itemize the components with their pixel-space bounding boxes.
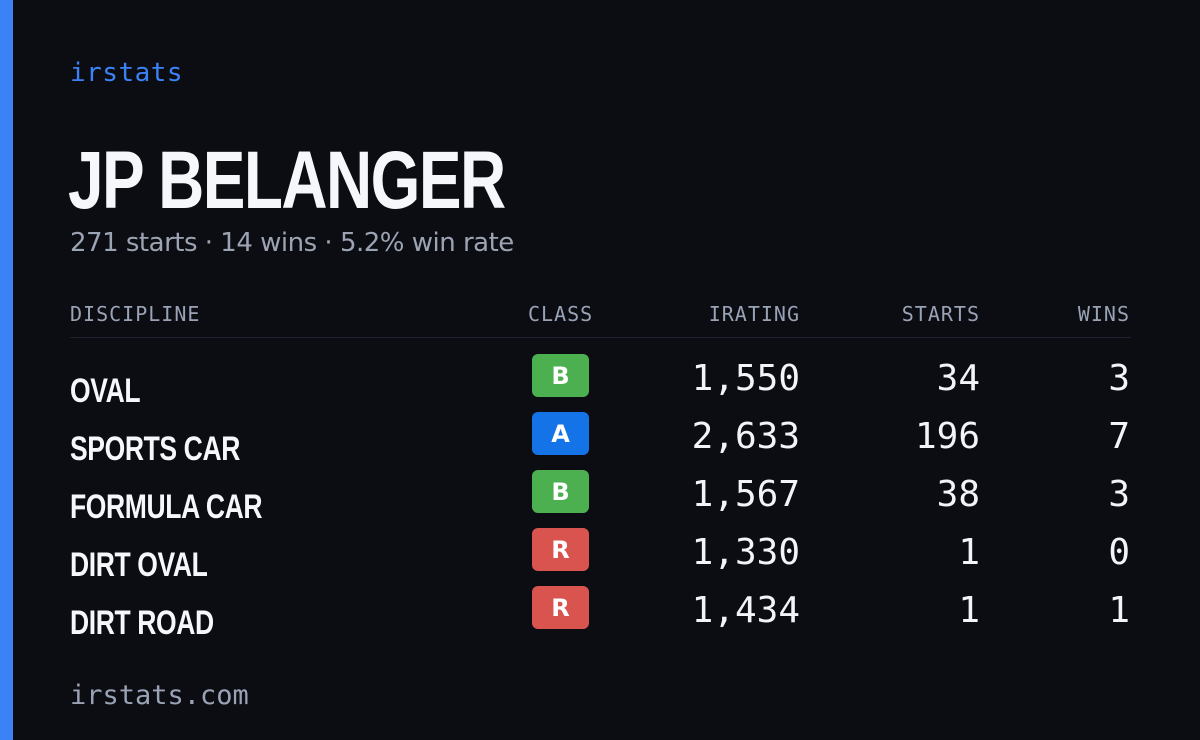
- table-row: DIRT OVAL R 1,330 1 0: [70, 528, 1131, 586]
- discipline-name: DIRT ROAD: [70, 604, 214, 642]
- driver-summary: 271 starts · 14 wins · 5.2% win rate: [70, 228, 514, 258]
- starts-value: 196: [914, 416, 980, 457]
- irating-value: 1,434: [691, 590, 800, 631]
- table-body: OVAL B 1,550 34 3 SPORTS CAR A 2,633 196…: [70, 354, 1131, 644]
- irating-value: 1,550: [691, 358, 800, 399]
- license-class-badge: R: [532, 586, 589, 629]
- header-class: CLASS: [528, 302, 594, 326]
- wins-value: 3: [1108, 358, 1130, 399]
- table-row: SPORTS CAR A 2,633 196 7: [70, 412, 1131, 470]
- driver-name: JP BELANGER: [68, 135, 506, 226]
- discipline-stats-table: DISCIPLINE CLASS IRATING STARTS WINS OVA…: [70, 296, 1131, 644]
- license-class-badge: R: [532, 528, 589, 571]
- starts-value: 1: [958, 532, 980, 573]
- brand-logo-text: irstats: [70, 58, 184, 88]
- header-wins: WINS: [1077, 302, 1130, 326]
- license-class-badge: B: [532, 354, 589, 397]
- starts-value: 38: [936, 474, 980, 515]
- table-row: OVAL B 1,550 34 3: [70, 354, 1131, 412]
- discipline-name: FORMULA CAR: [70, 488, 263, 526]
- wins-value: 7: [1108, 416, 1130, 457]
- irating-value: 2,633: [691, 416, 800, 457]
- header-irating: IRATING: [708, 302, 800, 326]
- irating-value: 1,330: [691, 532, 800, 573]
- discipline-name: OVAL: [70, 372, 141, 410]
- wins-value: 3: [1108, 474, 1130, 515]
- wins-value: 1: [1108, 590, 1130, 631]
- license-class-badge: B: [532, 470, 589, 513]
- irating-value: 1,567: [691, 474, 800, 515]
- starts-value: 1: [958, 590, 980, 631]
- license-class-badge: A: [532, 412, 589, 455]
- accent-bar: [0, 0, 13, 740]
- table-row: FORMULA CAR B 1,567 38 3: [70, 470, 1131, 528]
- discipline-name: SPORTS CAR: [70, 430, 240, 468]
- table-row: DIRT ROAD R 1,434 1 1: [70, 586, 1131, 644]
- footer-site-url: irstats.com: [70, 680, 249, 711]
- header-starts: STARTS: [901, 302, 980, 326]
- discipline-name: DIRT OVAL: [70, 546, 208, 584]
- wins-value: 0: [1108, 532, 1130, 573]
- header-discipline: DISCIPLINE: [70, 302, 201, 326]
- table-header: DISCIPLINE CLASS IRATING STARTS WINS: [70, 296, 1131, 338]
- starts-value: 34: [936, 358, 980, 399]
